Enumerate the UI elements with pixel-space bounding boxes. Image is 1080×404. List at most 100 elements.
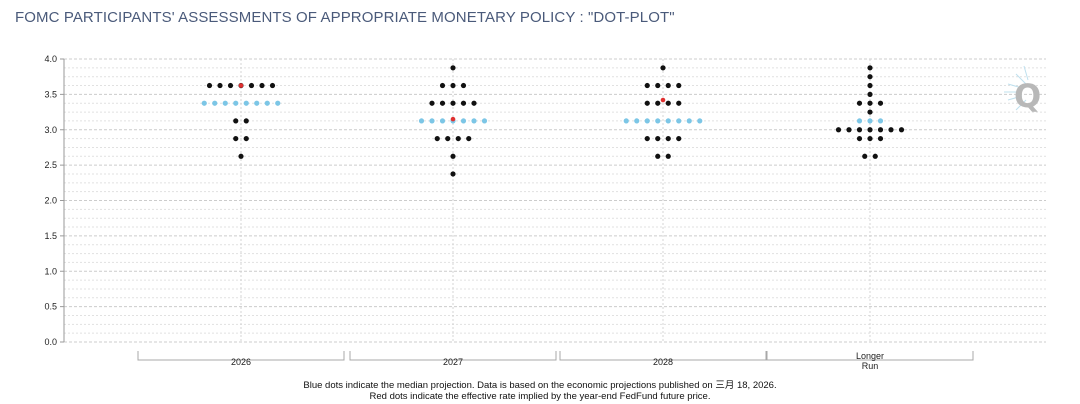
footnote-market: Red dots indicate the effective rate imp… bbox=[369, 391, 711, 402]
participant-dot bbox=[233, 135, 239, 142]
market-implied-dot bbox=[238, 83, 244, 88]
participant-dot bbox=[248, 82, 255, 89]
y-tick-label: 2.0 bbox=[44, 196, 57, 206]
y-tick-label: 1.5 bbox=[44, 231, 57, 241]
x-tick-label: 2028 bbox=[653, 357, 673, 367]
participant-dot bbox=[867, 127, 873, 133]
participant-dot bbox=[269, 82, 276, 89]
participant-dot bbox=[872, 153, 878, 159]
median-dot bbox=[233, 100, 239, 106]
participant-dot bbox=[655, 100, 661, 106]
x-tick-label: Run bbox=[862, 361, 879, 371]
median-dot bbox=[201, 100, 207, 106]
y-tick-label: 3.5 bbox=[44, 89, 57, 99]
participant-dot bbox=[455, 135, 461, 142]
y-tick-label: 1.0 bbox=[44, 266, 57, 276]
participant-dot bbox=[644, 135, 650, 142]
participant-dot bbox=[856, 100, 863, 106]
median-dot bbox=[439, 118, 446, 124]
participant-dot bbox=[655, 82, 661, 89]
footnote-median: Blue dots indicate the median projection… bbox=[303, 380, 777, 391]
participant-dot bbox=[867, 65, 873, 71]
participant-dot bbox=[676, 82, 682, 89]
participant-dot bbox=[644, 82, 650, 89]
participant-dot bbox=[217, 82, 223, 89]
dot-plot-chart: 0.0 0.5 1.0 1.5 2.0 2.5 3.0 3.5 4.0 2026 2027 2028 L… bbox=[44, 54, 1046, 371]
x-tick-label: Longer bbox=[856, 351, 884, 361]
participant-dot bbox=[867, 135, 873, 142]
participant-dot bbox=[243, 118, 249, 124]
participant-dot bbox=[835, 127, 842, 133]
participant-dot bbox=[676, 135, 682, 142]
median-dot bbox=[222, 100, 228, 106]
market-implied-dot bbox=[450, 116, 456, 122]
median-dot bbox=[623, 118, 629, 124]
participant-dot bbox=[665, 153, 671, 159]
participant-dot bbox=[856, 135, 863, 142]
participant-dot bbox=[877, 100, 884, 106]
median-dot bbox=[655, 118, 661, 124]
median-dot bbox=[212, 100, 218, 106]
y-tick-label: 0.5 bbox=[44, 302, 57, 312]
category-bracket bbox=[766, 351, 974, 361]
participant-dot bbox=[439, 82, 446, 89]
median-dot bbox=[634, 118, 640, 124]
x-tick-label: 2026 bbox=[231, 357, 251, 367]
participant-dot bbox=[460, 100, 467, 106]
logo-letter: Q bbox=[1014, 77, 1041, 115]
participant-dot bbox=[466, 135, 472, 142]
median-dot bbox=[418, 118, 425, 124]
median-dot bbox=[867, 118, 873, 124]
participant-dot bbox=[233, 118, 239, 124]
watermark-logo: Q bbox=[1004, 65, 1041, 115]
participant-dot bbox=[655, 135, 661, 142]
participant-dot bbox=[429, 100, 435, 106]
category-bracket bbox=[349, 351, 557, 361]
median-dot bbox=[275, 100, 281, 106]
participant-dot bbox=[450, 82, 456, 89]
median-dot bbox=[877, 118, 884, 124]
median-dot bbox=[676, 118, 682, 124]
median-dot bbox=[481, 118, 488, 124]
participant-dot bbox=[867, 91, 873, 97]
participant-dot bbox=[439, 100, 446, 106]
y-tick-label: 3.0 bbox=[44, 125, 57, 135]
participant-dot bbox=[206, 82, 213, 89]
median-dot bbox=[697, 118, 703, 124]
y-tick-label: 0.0 bbox=[44, 337, 57, 347]
participant-dot bbox=[665, 100, 671, 106]
participant-dot bbox=[888, 127, 894, 133]
participant-dot bbox=[450, 100, 456, 106]
participant-dot bbox=[655, 153, 661, 159]
participant-dot bbox=[862, 153, 868, 159]
chart-title: FOMC PARTICIPANTS' ASSESSMENTS OF APPROP… bbox=[15, 9, 675, 26]
market-implied-dot bbox=[660, 97, 666, 103]
participant-dot bbox=[450, 171, 456, 177]
x-tick-label: 2027 bbox=[443, 357, 463, 367]
y-tick-label: 4.0 bbox=[44, 54, 57, 64]
participant-dot bbox=[867, 82, 873, 89]
participant-dot bbox=[856, 127, 863, 133]
participant-dot bbox=[676, 100, 682, 106]
participant-dot bbox=[460, 82, 467, 89]
median-dot bbox=[665, 118, 671, 124]
median-dot bbox=[264, 100, 270, 106]
participant-dot bbox=[867, 109, 873, 115]
category-bracket bbox=[559, 351, 767, 361]
participant-dot bbox=[243, 135, 249, 142]
participant-dot bbox=[877, 127, 884, 133]
participant-dot bbox=[644, 100, 650, 106]
median-dot bbox=[460, 118, 467, 124]
participant-dot bbox=[445, 135, 451, 142]
participant-dot bbox=[259, 82, 265, 89]
median-dot bbox=[471, 118, 477, 124]
participant-dot bbox=[227, 82, 234, 89]
y-tick-label: 2.5 bbox=[44, 160, 57, 170]
median-dot bbox=[644, 118, 650, 124]
median-dot bbox=[429, 118, 435, 124]
participant-dot bbox=[660, 65, 666, 71]
participant-dot bbox=[434, 135, 440, 142]
participant-dot bbox=[867, 100, 873, 106]
participant-dot bbox=[471, 100, 477, 106]
participant-dot bbox=[665, 82, 671, 89]
